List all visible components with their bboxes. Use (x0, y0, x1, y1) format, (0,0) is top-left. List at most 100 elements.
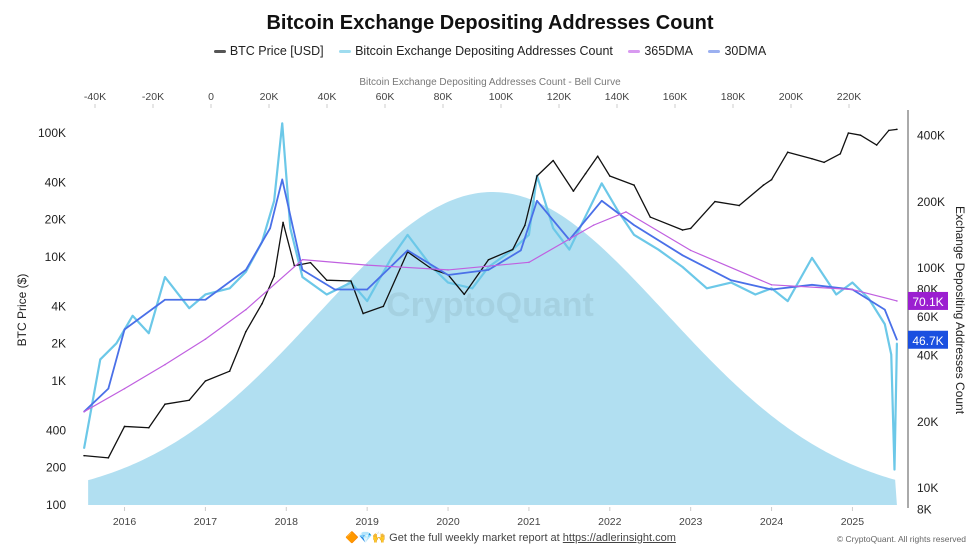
data-point (608, 175, 611, 177)
data-point (245, 330, 247, 333)
data-point (261, 302, 263, 305)
data-point (228, 370, 231, 372)
data-point (281, 122, 284, 125)
data-point (890, 353, 893, 356)
data-point (309, 261, 312, 264)
data-point (811, 257, 813, 259)
data-point (770, 288, 773, 291)
data-point (896, 300, 898, 302)
data-point (245, 308, 247, 311)
data-point (281, 178, 284, 181)
top-axis-tick-label: 20K (260, 91, 279, 103)
data-point (164, 403, 166, 405)
data-point (714, 200, 716, 203)
x-axis-tick-label: 2023 (679, 516, 703, 528)
left-axis-tick-label: 20K (45, 213, 66, 227)
right-axis-tick-label: 60K (917, 310, 938, 324)
footer-link[interactable]: https://adlerinsight.com (562, 532, 676, 544)
chart-title: Bitcoin Exchange Depositing Addresses Co… (266, 12, 714, 34)
data-point (107, 457, 110, 459)
x-axis-tick-label: 2018 (275, 516, 299, 528)
data-point (382, 305, 385, 308)
data-point (625, 211, 627, 213)
top-axis-tick-label: 180K (721, 91, 746, 103)
data-point (568, 248, 571, 251)
right-axis-tick-label: 8K (917, 502, 932, 516)
data-point (188, 307, 191, 309)
data-point (131, 315, 134, 317)
series-line-btc-price-usd- (84, 128, 897, 459)
data-point (689, 227, 692, 230)
data-point (273, 275, 275, 278)
top-axis-tick-label: 100K (489, 91, 514, 103)
top-axis-tick-label: 160K (663, 91, 688, 103)
right-axis-tick-label: 400K (917, 129, 945, 143)
x-axis-tick-label: 2024 (760, 516, 784, 528)
legend-item-btc-price[interactable]: BTC Price [USD] (213, 44, 324, 58)
last-value-badge (908, 330, 948, 349)
data-point (528, 261, 530, 264)
left-axis-tick-label: 10K (45, 250, 66, 264)
data-point (204, 338, 207, 340)
data-point (536, 199, 538, 202)
data-point (649, 216, 652, 218)
data-point (164, 276, 166, 278)
right-axis-tick-label: 200K (917, 195, 945, 209)
data-point (786, 300, 789, 302)
data-point (366, 264, 368, 266)
data-point (83, 454, 85, 457)
data-point (147, 332, 150, 335)
legend-swatch (628, 50, 641, 54)
legend-item-30dma[interactable]: 30DMA (708, 44, 766, 58)
data-point (325, 293, 328, 296)
data-point (366, 300, 368, 302)
bell-curve-area (88, 192, 897, 505)
top-axis-tick-label: 60K (376, 91, 395, 103)
data-point (164, 363, 166, 366)
data-point (706, 287, 708, 290)
data-point (463, 293, 466, 296)
legend-item-addresses[interactable]: Bitcoin Exchange Depositing Addresses Co… (339, 44, 613, 58)
data-point (572, 190, 575, 192)
footer-text: Get the full weekly market report at (389, 532, 563, 544)
data-point (164, 298, 166, 301)
data-point (633, 234, 635, 236)
legend-item-365dma[interactable]: 365DMA (628, 44, 693, 58)
top-axis-tick-label: 140K (605, 91, 630, 103)
left-axis-tick-label: 400 (46, 423, 66, 437)
data-point (204, 293, 207, 296)
data-point (596, 155, 599, 157)
series-line-30dma (83, 178, 898, 413)
left-axis-tick-label: 4K (51, 299, 66, 313)
data-point (204, 298, 207, 301)
data-point (334, 288, 336, 291)
data-point (362, 312, 364, 315)
legend-swatch (213, 50, 226, 54)
left-axis-tick-label: 1K (51, 374, 66, 388)
legend-label: 30DMA (724, 44, 767, 58)
x-axis-tick-label: 2017 (194, 516, 218, 528)
data-point (633, 224, 635, 226)
data-point (487, 258, 490, 261)
x-axis-tick-label: 2021 (517, 516, 541, 528)
data-point (835, 293, 838, 296)
data-point (123, 328, 126, 331)
data-point (657, 248, 660, 251)
data-point (896, 338, 898, 341)
data-point (147, 426, 150, 429)
data-point (730, 281, 732, 284)
data-point (269, 227, 271, 230)
copyright: © CryptoQuant. All rights reserved (836, 534, 966, 544)
data-point (552, 227, 554, 230)
data-point (406, 234, 409, 236)
data-point (600, 182, 603, 185)
data-point (301, 276, 304, 278)
data-point (552, 159, 554, 162)
data-point (633, 184, 635, 186)
data-point (301, 258, 304, 261)
data-point (366, 288, 368, 291)
last-value-label: 46.7K (912, 334, 943, 348)
x-axis-tick-label: 2022 (598, 516, 622, 528)
data-point (115, 342, 118, 345)
data-point (762, 184, 765, 186)
